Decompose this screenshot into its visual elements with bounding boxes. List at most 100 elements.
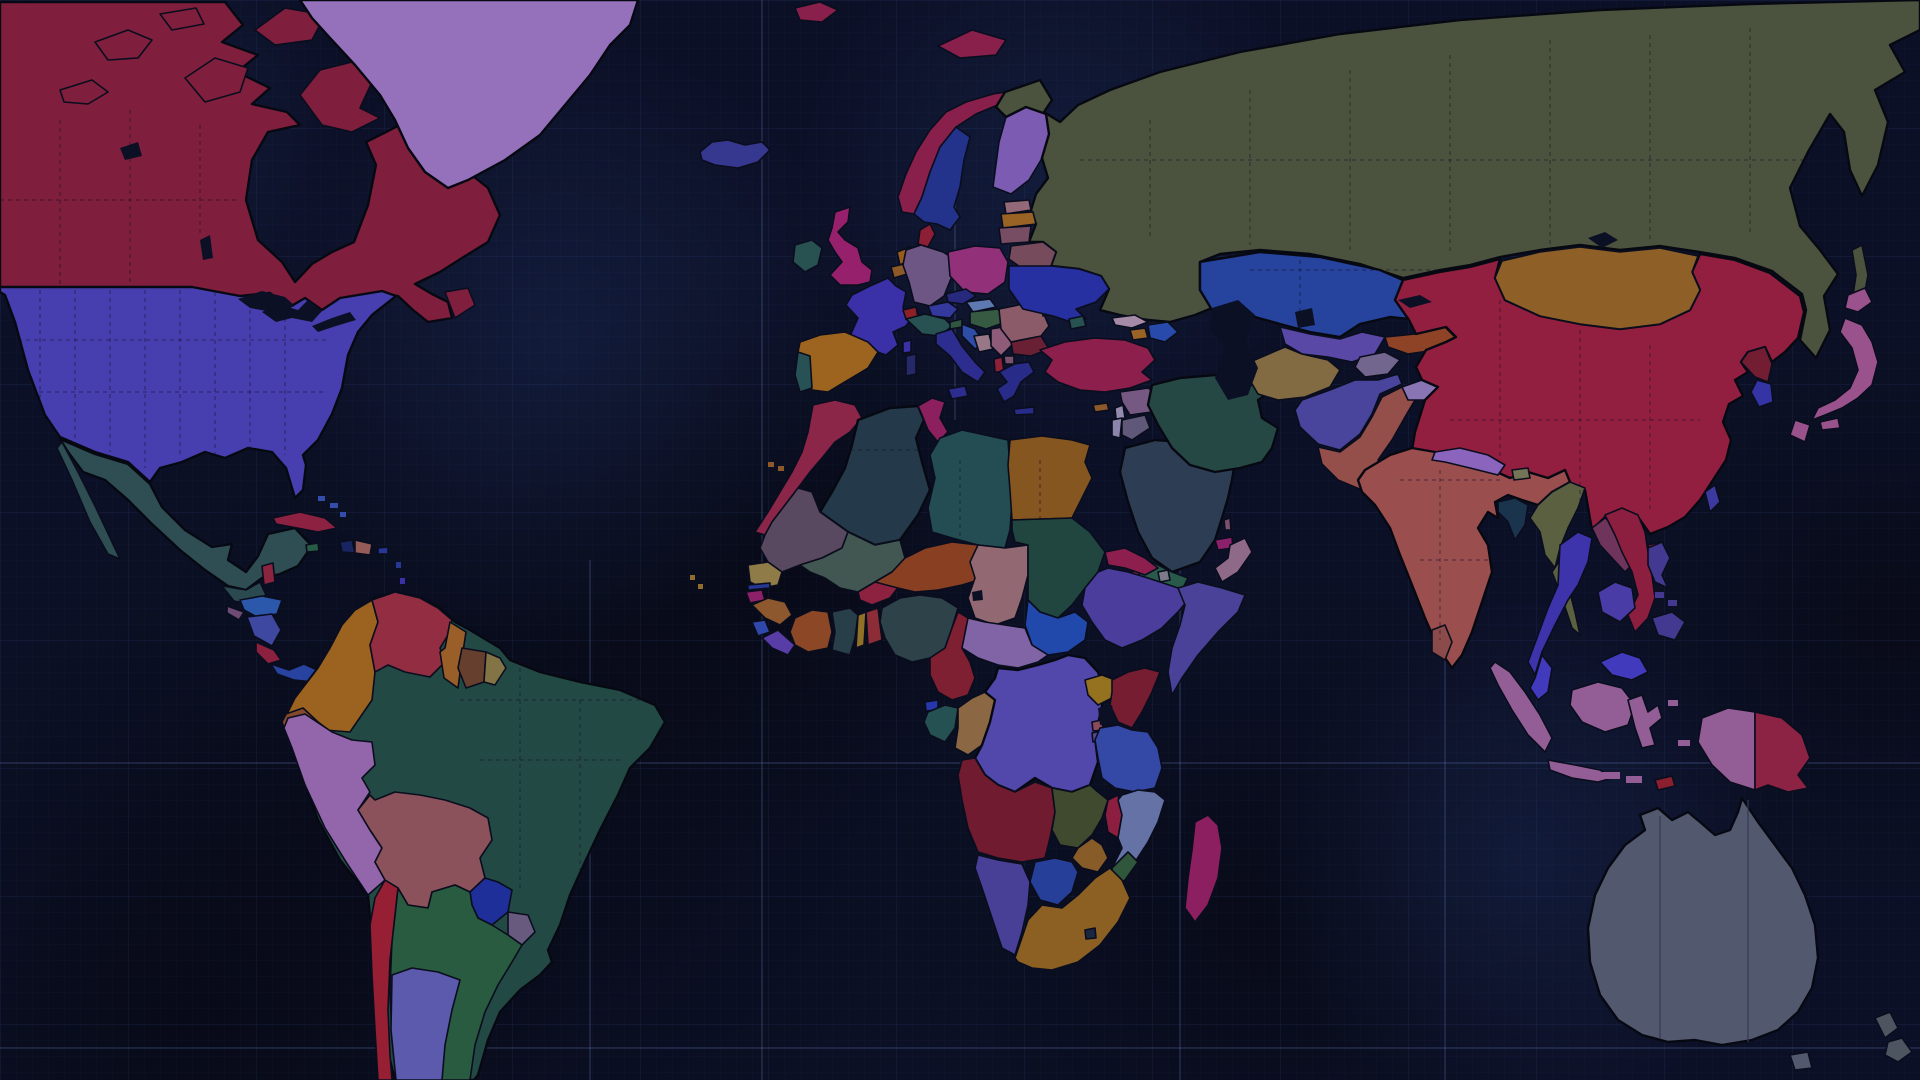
region-zambia[interactable] <box>1051 784 1109 849</box>
region-armenia[interactable] <box>1129 327 1149 341</box>
region-japan-kyushu[interactable] <box>1789 419 1811 443</box>
region-iceland[interactable] <box>699 139 771 169</box>
region-botswana[interactable] <box>1029 857 1079 906</box>
region-crimea[interactable] <box>1068 315 1087 330</box>
region-vietnam[interactable] <box>1604 507 1656 633</box>
region-guinea[interactable] <box>751 597 793 626</box>
region-lebanon[interactable] <box>1114 404 1126 420</box>
region-bahamas[interactable] <box>318 496 346 517</box>
region-indonesia-sulawesi[interactable] <box>1627 694 1663 749</box>
region-belarus[interactable] <box>1008 241 1057 270</box>
region-ireland[interactable] <box>792 239 823 273</box>
region-japan-honshu[interactable] <box>1811 317 1879 421</box>
region-tajikistan[interactable] <box>1354 351 1401 378</box>
region-honduras[interactable] <box>239 595 283 618</box>
region-chile[interactable] <box>369 879 399 1080</box>
region-poland[interactable] <box>947 245 1009 295</box>
region-sweden[interactable] <box>913 126 971 231</box>
region-cyprus[interactable] <box>1092 402 1110 413</box>
region-gabon[interactable] <box>923 704 959 743</box>
region-tasmania[interactable] <box>1789 1051 1813 1071</box>
region-jordan[interactable] <box>1121 414 1151 441</box>
region-israel[interactable] <box>1111 417 1123 439</box>
region-portugal[interactable] <box>794 351 813 393</box>
region-greenland[interactable] <box>298 0 640 190</box>
region-taiwan[interactable] <box>1704 484 1721 513</box>
region-japan-hokkaido[interactable] <box>1844 287 1873 313</box>
region-cameroon[interactable] <box>929 611 976 701</box>
region-malaysia[interactable] <box>1529 654 1553 701</box>
region-oman[interactable] <box>1214 537 1253 583</box>
region-newfoundland[interactable] <box>444 287 476 319</box>
region-greece[interactable] <box>996 361 1035 403</box>
region-puerto-rico[interactable] <box>377 546 389 555</box>
region-corsica[interactable] <box>902 339 912 354</box>
region-svalbard[interactable] <box>794 1 839 23</box>
region-philippines-visayas[interactable] <box>1655 592 1677 606</box>
region-tanzania[interactable] <box>1094 724 1163 793</box>
region-malaysia-borneo[interactable] <box>1599 651 1649 681</box>
region-north-macedonia[interactable] <box>1003 355 1015 365</box>
region-sierra-leone[interactable] <box>751 619 771 637</box>
region-japan-shikoku[interactable] <box>1819 417 1841 431</box>
region-tunisia[interactable] <box>917 397 949 443</box>
region-afghanistan[interactable] <box>1294 373 1403 451</box>
region-canada-arctic-island[interactable] <box>184 57 249 103</box>
region-djibouti[interactable] <box>1157 569 1171 583</box>
region-novaya-zemlya[interactable] <box>937 29 1007 59</box>
region-indonesia-lesser-sunda[interactable] <box>1602 700 1690 783</box>
region-new-zealand-south[interactable] <box>1884 1037 1913 1063</box>
region-indonesia-borneo[interactable] <box>1569 681 1636 733</box>
region-eritrea[interactable] <box>1104 547 1159 576</box>
region-indonesia-sumatra[interactable] <box>1489 661 1553 753</box>
region-somalia[interactable] <box>1167 581 1246 696</box>
region-togo[interactable] <box>855 611 867 649</box>
region-estonia[interactable] <box>1003 199 1032 215</box>
region-gambia[interactable] <box>747 582 771 591</box>
region-canada-arctic-island[interactable] <box>59 79 109 105</box>
region-new-zealand-north[interactable] <box>1874 1011 1899 1039</box>
region-timor[interactable] <box>1654 775 1676 791</box>
region-crete[interactable] <box>1013 406 1035 416</box>
region-argentina-south[interactable] <box>390 967 461 1080</box>
region-turkey[interactable] <box>1039 337 1156 393</box>
region-ukraine[interactable] <box>1008 265 1110 323</box>
region-jamaica[interactable] <box>305 542 320 553</box>
region-pakistan[interactable] <box>1317 386 1416 491</box>
region-namibia[interactable] <box>974 854 1031 956</box>
region-angola[interactable] <box>957 757 1056 863</box>
region-canada-arctic-island[interactable] <box>159 7 205 31</box>
region-costa-rica[interactable] <box>255 641 282 665</box>
region-hungary[interactable] <box>969 308 1007 330</box>
region-thailand[interactable] <box>1527 531 1593 676</box>
region-france[interactable] <box>845 277 914 356</box>
region-lithuania[interactable] <box>998 225 1032 245</box>
region-papua-new-guinea[interactable] <box>1754 711 1811 793</box>
region-kenya[interactable] <box>1109 667 1161 729</box>
region-belize[interactable] <box>261 562 276 586</box>
region-qatar[interactable] <box>1223 517 1232 531</box>
region-indonesia-papua[interactable] <box>1697 707 1756 791</box>
region-ivory-coast[interactable] <box>789 609 833 653</box>
region-nicaragua[interactable] <box>246 613 282 647</box>
region-azerbaijan[interactable] <box>1147 321 1179 343</box>
region-cape-verde[interactable] <box>690 575 703 589</box>
region-dr-congo[interactable] <box>973 653 1107 794</box>
region-madagascar[interactable] <box>1184 814 1223 923</box>
region-georgia[interactable] <box>1111 314 1149 329</box>
region-bhutan[interactable] <box>1511 467 1531 481</box>
region-ghana[interactable] <box>831 607 859 656</box>
region-canada-arctic-island[interactable] <box>299 61 381 133</box>
region-germany[interactable] <box>902 244 953 307</box>
region-canada-arctic-island[interactable] <box>254 7 326 46</box>
region-canada-arctic-island[interactable] <box>94 29 153 61</box>
region-north-korea[interactable] <box>1740 346 1773 383</box>
region-south-korea[interactable] <box>1750 379 1774 408</box>
region-el-salvador[interactable] <box>226 605 245 621</box>
region-cuba[interactable] <box>272 511 338 533</box>
region-czechia[interactable] <box>945 288 977 305</box>
region-dominican-republic[interactable] <box>354 539 373 556</box>
region-south-africa[interactable] <box>1014 867 1131 971</box>
region-libya[interactable] <box>927 429 1013 549</box>
